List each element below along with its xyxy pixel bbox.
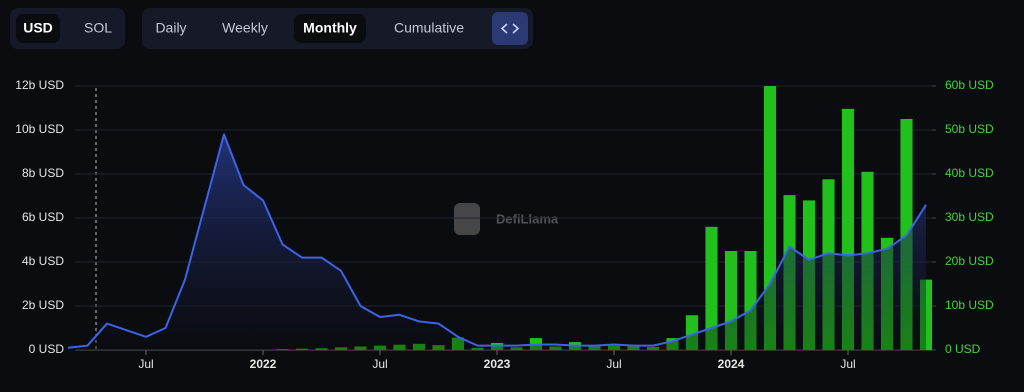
active-pill (16, 14, 60, 43)
x-tick-label: Jul (372, 357, 387, 371)
period-option[interactable]: Monthly (303, 20, 357, 36)
y2-tick-label: 10b USD (945, 298, 994, 312)
y2-tick-label: 30b USD (945, 210, 994, 224)
line (67, 133, 927, 349)
x-tick-label: Jul (138, 357, 153, 371)
x-tick-label: Jul (606, 357, 621, 371)
line-area (68, 134, 926, 350)
y2-tick-label: 20b USD (945, 254, 994, 268)
y-tick-label: 10b USD (15, 122, 64, 136)
y2-tick-label: 0 USD (945, 342, 981, 356)
embed-button[interactable] (492, 12, 528, 45)
active-pill (294, 14, 366, 43)
period-option[interactable]: Weekly (222, 20, 268, 36)
y-tick-label: 0 USD (29, 342, 65, 356)
logo: DefiLlama (454, 203, 559, 235)
y-tick-label: 6b USD (22, 210, 64, 224)
bar (705, 226, 718, 350)
currency-option[interactable]: USD (23, 20, 53, 36)
y2-tick-label: 40b USD (945, 166, 994, 180)
x-tick-label: 2023 (484, 357, 511, 371)
controls: USD SOL Daily Weekly Monthly Cumulative (16, 14, 464, 43)
y2-tick-label: 60b USD (945, 78, 994, 92)
period-option[interactable]: Cumulative (394, 20, 464, 36)
x-tick-label: 2024 (718, 357, 745, 371)
y-tick-label: 2b USD (22, 298, 64, 312)
x-tick-label: 2022 (250, 357, 277, 371)
x-tick-label: Jul (840, 357, 855, 371)
embed-icon (500, 23, 520, 34)
currency-option[interactable]: SOL (84, 20, 112, 36)
y2-tick-label: 50b USD (945, 122, 994, 136)
y-tick-label: 12b USD (15, 78, 64, 92)
watermark: DefiLlama (496, 211, 559, 226)
period-option[interactable]: Daily (155, 20, 186, 36)
y-tick-label: 4b USD (22, 254, 64, 268)
y-tick-label: 8b USD (22, 166, 64, 180)
